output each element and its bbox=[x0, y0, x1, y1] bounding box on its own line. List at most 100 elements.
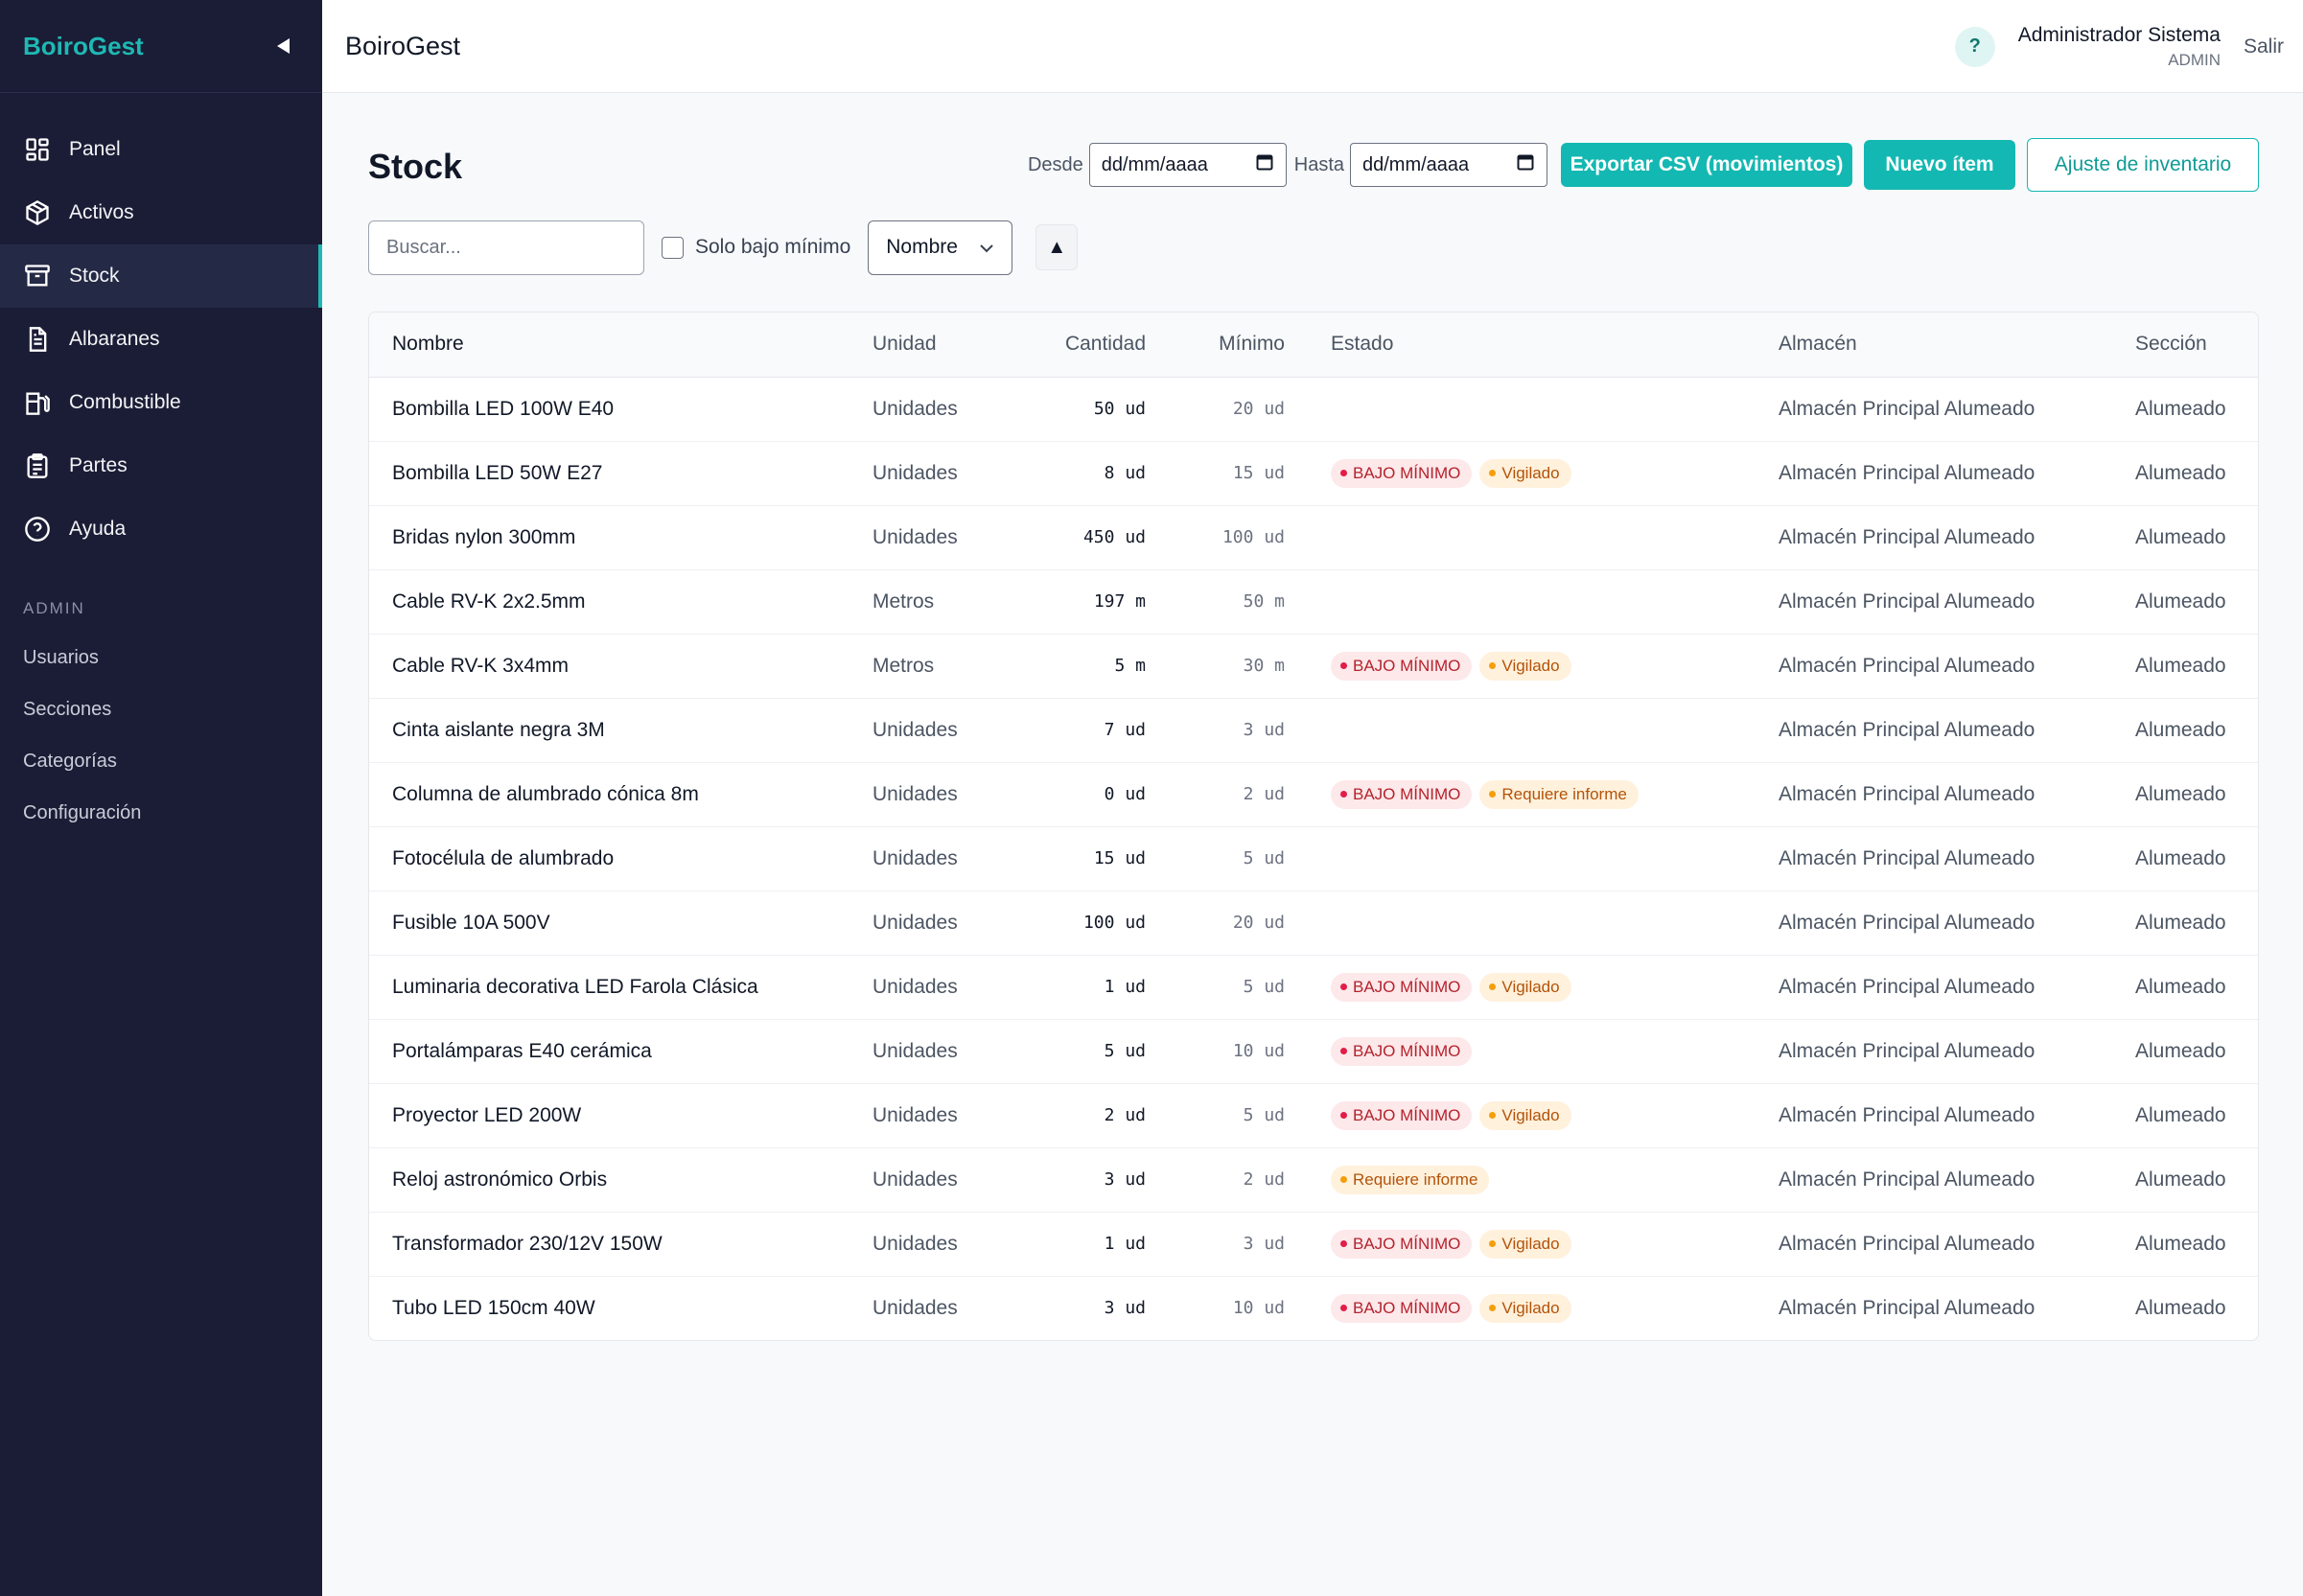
column-header-minimo[interactable]: Mínimo bbox=[1146, 312, 1285, 378]
item-unit: Unidades bbox=[872, 955, 1007, 1020]
table-row[interactable]: Reloj astronómico Orbis Unidades 3 ud 2 ud R… bbox=[369, 1147, 2258, 1213]
table-row[interactable]: Cinta aislante negra 3M Unidades 7 ud 3 ud A… bbox=[369, 698, 2258, 763]
sidebar-item-combustible[interactable]: Combustible bbox=[0, 371, 322, 434]
item-unit: Unidades bbox=[872, 698, 1007, 763]
status-dot-icon bbox=[1340, 662, 1347, 669]
item-status: Requiere informe bbox=[1285, 1147, 1779, 1213]
status-badge-label: Vigilado bbox=[1501, 977, 1560, 996]
status-badge-label: BAJO MÍNIMO bbox=[1353, 977, 1461, 996]
table-row[interactable]: Tubo LED 150cm 40W Unidades 3 ud 10 ud BAJO … bbox=[369, 1276, 2258, 1340]
calendar-icon[interactable] bbox=[1255, 152, 1274, 177]
table-row[interactable]: Cable RV-K 2x2.5mm Metros 197 m 50 m Almacén… bbox=[369, 569, 2258, 635]
item-name: Cinta aislante negra 3M bbox=[369, 698, 872, 763]
column-header-unidad[interactable]: Unidad bbox=[872, 312, 1007, 378]
sort-field-select[interactable]: Nombre bbox=[868, 220, 1013, 275]
item-status bbox=[1285, 891, 1779, 956]
item-unit: Unidades bbox=[872, 1019, 1007, 1084]
table-row[interactable]: Columna de alumbrado cónica 8m Unidades 0 … bbox=[369, 762, 2258, 827]
item-status bbox=[1285, 377, 1779, 442]
item-quantity: 15 ud bbox=[1007, 826, 1146, 891]
from-date-input[interactable]: dd/mm/aaaa bbox=[1088, 143, 1287, 187]
sidebar-item-label: Panel bbox=[69, 138, 121, 160]
brand-logo[interactable]: BoiroGest bbox=[23, 31, 144, 60]
sidebar-item-albaranes[interactable]: Albaranes bbox=[0, 308, 322, 371]
item-warehouse: Almacén Principal Alumeado bbox=[1779, 762, 2135, 827]
table-row[interactable]: Fusible 10A 500V Unidades 100 ud 20 ud Almac… bbox=[369, 891, 2258, 956]
item-quantity: 50 ud bbox=[1007, 377, 1146, 442]
status-badge: BAJO MÍNIMO bbox=[1331, 651, 1473, 681]
sidebar-item-partes[interactable]: Partes bbox=[0, 434, 322, 497]
sidebar-item-ayuda[interactable]: Ayuda bbox=[0, 497, 322, 561]
sidebar-item-configuracion[interactable]: Configuración bbox=[23, 801, 142, 823]
item-name: Cable RV-K 2x2.5mm bbox=[369, 569, 872, 635]
sidebar-item-stock[interactable]: Stock bbox=[0, 244, 322, 308]
status-dot-icon bbox=[1489, 470, 1497, 476]
below-min-checkbox[interactable] bbox=[662, 236, 684, 259]
status-badge: BAJO MÍNIMO bbox=[1331, 779, 1473, 809]
item-name: Bombilla LED 100W E40 bbox=[369, 377, 872, 442]
column-header-cantidad[interactable]: Cantidad bbox=[1007, 312, 1146, 378]
below-min-filter[interactable]: Solo bajo mínimo bbox=[662, 236, 850, 259]
sidebar-header: BoiroGest bbox=[0, 0, 322, 93]
item-minimum: 30 m bbox=[1146, 634, 1285, 699]
item-minimum: 100 ud bbox=[1146, 505, 1285, 570]
table-row[interactable]: Bombilla LED 100W E40 Unidades 50 ud 20 ud A… bbox=[369, 377, 2258, 442]
table-header-row: Nombre Unidad Cantidad Mínimo Estado Alm… bbox=[369, 312, 2258, 378]
to-date-label: Hasta bbox=[1293, 153, 1344, 175]
item-minimum: 3 ud bbox=[1146, 698, 1285, 763]
status-dot-icon bbox=[1489, 1240, 1497, 1247]
item-quantity: 3 ud bbox=[1007, 1147, 1146, 1213]
item-unit: Unidades bbox=[872, 1212, 1007, 1277]
calendar-icon[interactable] bbox=[1516, 152, 1535, 177]
item-status bbox=[1285, 505, 1779, 570]
table-row[interactable]: Cable RV-K 3x4mm Metros 5 m 30 m BAJO MÍNIMO… bbox=[369, 634, 2258, 699]
status-dot-icon bbox=[1340, 1305, 1347, 1312]
sidebar-item-panel[interactable]: Panel bbox=[0, 118, 322, 181]
table-row[interactable]: Portalámparas E40 cerámica Unidades 5 ud 10… bbox=[369, 1019, 2258, 1084]
status-dot-icon bbox=[1340, 1048, 1347, 1054]
item-name: Proyector LED 200W bbox=[369, 1083, 872, 1148]
export-csv-button[interactable]: Exportar CSV (movimientos) bbox=[1561, 143, 1852, 187]
user-role: ADMIN bbox=[2168, 50, 2221, 69]
sidebar-item-activos[interactable]: Activos bbox=[0, 181, 322, 244]
column-header-seccion[interactable]: Sección bbox=[2135, 312, 2258, 378]
item-warehouse: Almacén Principal Alumeado bbox=[1779, 826, 2135, 891]
to-date-input[interactable]: dd/mm/aaaa bbox=[1350, 143, 1547, 187]
column-header-estado[interactable]: Estado bbox=[1285, 312, 1779, 378]
sidebar-item-label: Albaranes bbox=[69, 328, 160, 350]
sort-direction-button[interactable]: ▲ bbox=[1035, 224, 1079, 270]
search-input[interactable] bbox=[368, 220, 644, 275]
grid-icon bbox=[23, 135, 52, 164]
table-row[interactable]: Bombilla LED 50W E27 Unidades 8 ud 15 ud BAJ… bbox=[369, 441, 2258, 506]
table-row[interactable]: Proyector LED 200W Unidades 2 ud 5 ud BAJO M… bbox=[369, 1083, 2258, 1148]
table-row[interactable]: Luminaria decorativa LED Farola Clásica U… bbox=[369, 955, 2258, 1020]
item-unit: Unidades bbox=[872, 762, 1007, 827]
inventory-adjust-button[interactable]: Ajuste de inventario bbox=[2027, 138, 2259, 192]
item-minimum: 15 ud bbox=[1146, 441, 1285, 506]
column-header-almacen[interactable]: Almacén bbox=[1779, 312, 2135, 378]
fuel-icon bbox=[23, 388, 52, 417]
table-row[interactable]: Transformador 230/12V 150W Unidades 1 ud 3 … bbox=[369, 1212, 2258, 1277]
sidebar-item-usuarios[interactable]: Usuarios bbox=[23, 646, 99, 668]
help-button[interactable]: ? bbox=[1954, 26, 1995, 67]
page-title: Stock bbox=[368, 147, 463, 186]
new-item-button[interactable]: Nuevo ítem bbox=[1864, 140, 2015, 190]
stock-table-card: Nombre Unidad Cantidad Mínimo Estado Alm… bbox=[368, 312, 2259, 1341]
sidebar-item-secciones[interactable]: Secciones bbox=[23, 698, 112, 720]
item-warehouse: Almacén Principal Alumeado bbox=[1779, 441, 2135, 506]
table-row[interactable]: Bridas nylon 300mm Unidades 450 ud 100 ud Al… bbox=[369, 505, 2258, 570]
sidebar-item-label: Partes bbox=[69, 454, 128, 476]
item-warehouse: Almacén Principal Alumeado bbox=[1779, 891, 2135, 956]
table-row[interactable]: Fotocélula de alumbrado Unidades 15 ud 5 ud… bbox=[369, 826, 2258, 891]
item-name: Transformador 230/12V 150W bbox=[369, 1212, 872, 1277]
logout-link[interactable]: Salir bbox=[2243, 35, 2284, 58]
item-status bbox=[1285, 826, 1779, 891]
item-section: Alumeado bbox=[2135, 1212, 2258, 1277]
filters-bar: Solo bajo mínimo Nombre ▲ bbox=[368, 208, 2259, 287]
collapse-sidebar-icon[interactable] bbox=[272, 35, 293, 57]
sidebar-item-label: Activos bbox=[69, 201, 134, 223]
item-quantity: 5 ud bbox=[1007, 1019, 1146, 1084]
sidebar-item-categorias[interactable]: Categorías bbox=[23, 750, 117, 772]
column-header-nombre[interactable]: Nombre bbox=[369, 312, 872, 378]
status-dot-icon bbox=[1340, 470, 1347, 476]
